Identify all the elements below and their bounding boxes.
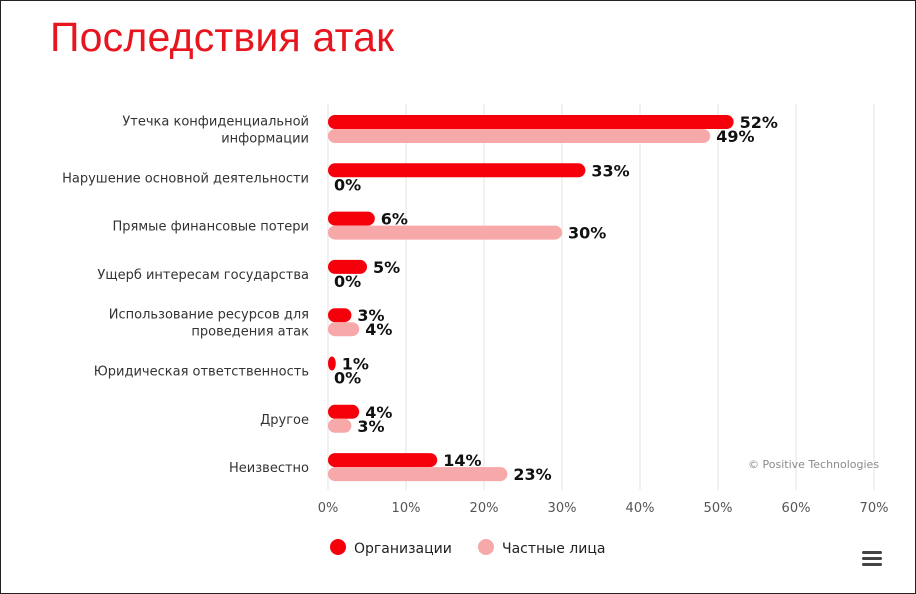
x-tick-label: 60% xyxy=(782,501,811,516)
x-tick-label: 50% xyxy=(704,501,733,516)
bar-organizations[interactable] xyxy=(328,115,734,129)
chart-title: Последствия атак xyxy=(50,14,395,60)
x-tick-label: 70% xyxy=(860,501,889,516)
data-label: 0% xyxy=(334,175,361,194)
category-label: информации xyxy=(221,132,309,147)
bar-private[interactable] xyxy=(328,322,360,337)
bar-organizations[interactable] xyxy=(328,308,352,323)
data-label: 3% xyxy=(357,417,384,436)
category-label: Неизвестно xyxy=(229,461,309,476)
category-label: Прямые финансовые потери xyxy=(113,220,309,235)
data-label: 52% xyxy=(740,113,778,132)
data-label: 49% xyxy=(716,127,754,146)
bar-private[interactable] xyxy=(328,418,352,433)
data-label: 4% xyxy=(365,403,392,422)
legend-marker-private[interactable] xyxy=(478,539,494,555)
x-tick-label: 0% xyxy=(318,501,339,516)
x-tick-label: 40% xyxy=(626,501,655,516)
data-label: 3% xyxy=(357,306,384,325)
data-label: 4% xyxy=(365,320,392,339)
bar-organizations[interactable] xyxy=(328,404,360,419)
x-tick-label: 20% xyxy=(470,501,499,516)
legend-label[interactable]: Частные лица xyxy=(502,541,605,557)
category-label: проведения атак xyxy=(191,325,309,340)
data-label: 14% xyxy=(443,451,481,470)
category-label: Использование ресурсов для xyxy=(109,308,309,323)
bar-organizations[interactable] xyxy=(328,259,367,274)
bar-private[interactable] xyxy=(328,467,508,482)
copyright-text: © Positive Technologies xyxy=(748,458,880,471)
data-label: 0% xyxy=(334,369,361,388)
data-label: 33% xyxy=(591,161,629,180)
category-label: Юридическая ответственность xyxy=(94,365,309,380)
bar-private[interactable] xyxy=(328,225,562,240)
x-tick-label: 10% xyxy=(392,501,421,516)
data-label: 5% xyxy=(373,258,400,277)
legend-label[interactable]: Организации xyxy=(354,541,452,557)
legend-marker-organizations[interactable] xyxy=(330,539,346,555)
data-label: 23% xyxy=(513,465,551,484)
bar-organizations[interactable] xyxy=(328,453,438,468)
bar-organizations[interactable] xyxy=(328,211,375,226)
data-label: 6% xyxy=(381,210,408,229)
category-label: Утечка конфиденциальной xyxy=(122,115,309,130)
data-label: 1% xyxy=(342,355,369,374)
bar-organizations[interactable] xyxy=(328,356,336,371)
bar-organizations[interactable] xyxy=(328,163,586,178)
category-label: Другое xyxy=(260,413,309,428)
hamburger-menu-icon[interactable] xyxy=(860,548,884,570)
category-label: Ущерб интересам государства xyxy=(97,268,309,283)
data-label: 0% xyxy=(334,272,361,291)
x-tick-label: 30% xyxy=(548,501,577,516)
data-label: 30% xyxy=(568,224,606,243)
category-label: Нарушение основной деятельности xyxy=(62,171,309,186)
bar-private[interactable] xyxy=(328,129,711,143)
